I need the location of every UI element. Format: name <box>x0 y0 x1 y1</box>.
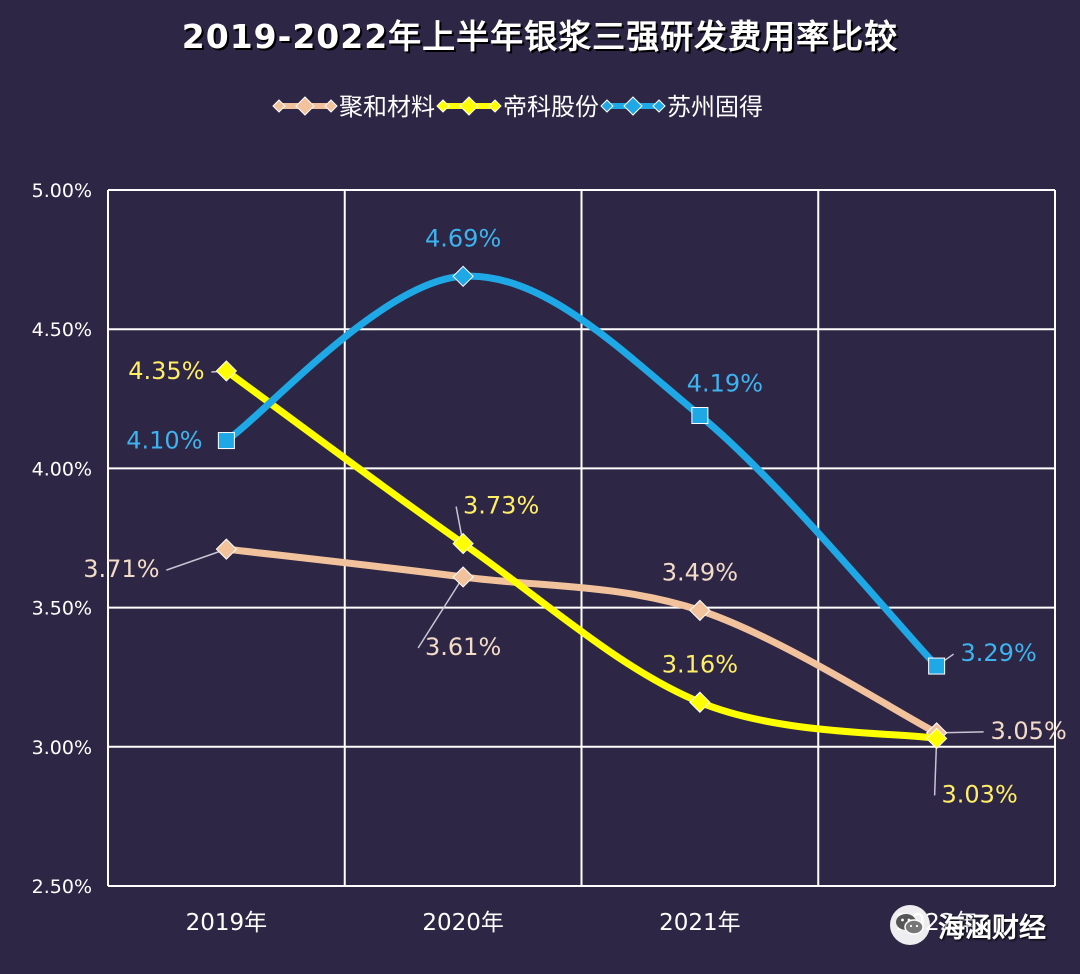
legend-marker <box>459 96 479 116</box>
data-label: 3.71% <box>83 555 159 583</box>
series <box>215 265 948 750</box>
data-point <box>691 407 709 425</box>
data-point <box>217 432 235 450</box>
data-label: 3.49% <box>662 558 738 586</box>
series-line-2 <box>222 367 941 742</box>
data-point <box>689 599 711 622</box>
data-point <box>215 360 238 382</box>
data-label: 3.29% <box>961 639 1037 667</box>
legend-item-3: 苏州固得 <box>600 93 763 121</box>
wechat-icon <box>890 905 930 945</box>
legend-label: 聚和材料 <box>339 93 435 121</box>
data-point <box>928 657 946 675</box>
y-tick-label: 3.00% <box>32 737 92 759</box>
data-point <box>689 691 711 713</box>
y-tick-label: 3.50% <box>32 598 92 620</box>
data-labels: 3.71% 3.61% 3.49% 3.05% 4.35% 3.73% 3.16% 3.03%… <box>83 224 1067 808</box>
data-point <box>925 727 948 750</box>
data-point <box>452 265 474 288</box>
legend-marker <box>295 96 315 116</box>
legend-item-1: 聚和材料 <box>272 93 435 121</box>
y-tick-label: 4.00% <box>32 458 92 480</box>
data-label: 4.35% <box>128 357 204 385</box>
legend-marker <box>272 99 286 113</box>
data-label: 4.19% <box>687 370 763 398</box>
axes: 2.50% 3.00% 3.50% 4.00% 4.50% 5.00% 2019年 2020年… <box>32 180 978 936</box>
y-tick-label: 2.50% <box>32 876 92 898</box>
data-label: 3.03% <box>942 780 1018 808</box>
legend-item-2: 帝科股份 <box>436 93 599 121</box>
watermark-text: 海涵财经 <box>938 912 1046 944</box>
data-label: 3.05% <box>991 717 1067 745</box>
data-point <box>452 532 474 555</box>
x-tick-label: 2021年 <box>659 910 741 936</box>
legend-marker <box>623 96 643 116</box>
legend-label: 苏州固得 <box>667 93 763 121</box>
series-line-3 <box>222 272 941 670</box>
data-point <box>452 566 474 588</box>
watermark: 海涵财经 <box>890 900 1046 950</box>
data-label: 3.73% <box>463 492 539 520</box>
data-point <box>215 538 238 560</box>
legend-marker <box>324 99 338 113</box>
legend-marker <box>652 99 666 113</box>
x-tick-label: 2019年 <box>186 910 268 936</box>
series-line-1 <box>222 545 941 737</box>
data-label: 4.10% <box>126 427 202 455</box>
data-label: 4.69% <box>425 224 501 252</box>
y-tick-label: 4.50% <box>32 319 92 341</box>
legend-marker <box>436 99 450 113</box>
legend-marker <box>488 99 502 113</box>
leader-line <box>166 548 227 571</box>
y-tick-label: 5.00% <box>32 180 92 202</box>
chart-title: 2019-2022年上半年银浆三强研发费用率比较 <box>181 17 899 56</box>
data-label: 3.61% <box>425 633 501 661</box>
legend-marker <box>600 99 614 113</box>
leader-line <box>417 576 464 649</box>
x-tick-label: 2020年 <box>422 910 504 936</box>
legend-label: 帝科股份 <box>503 93 599 121</box>
data-label: 3.16% <box>662 650 738 678</box>
grid <box>107 189 1056 887</box>
legend: 聚和材料 帝科股份 苏州固得 <box>272 93 763 121</box>
